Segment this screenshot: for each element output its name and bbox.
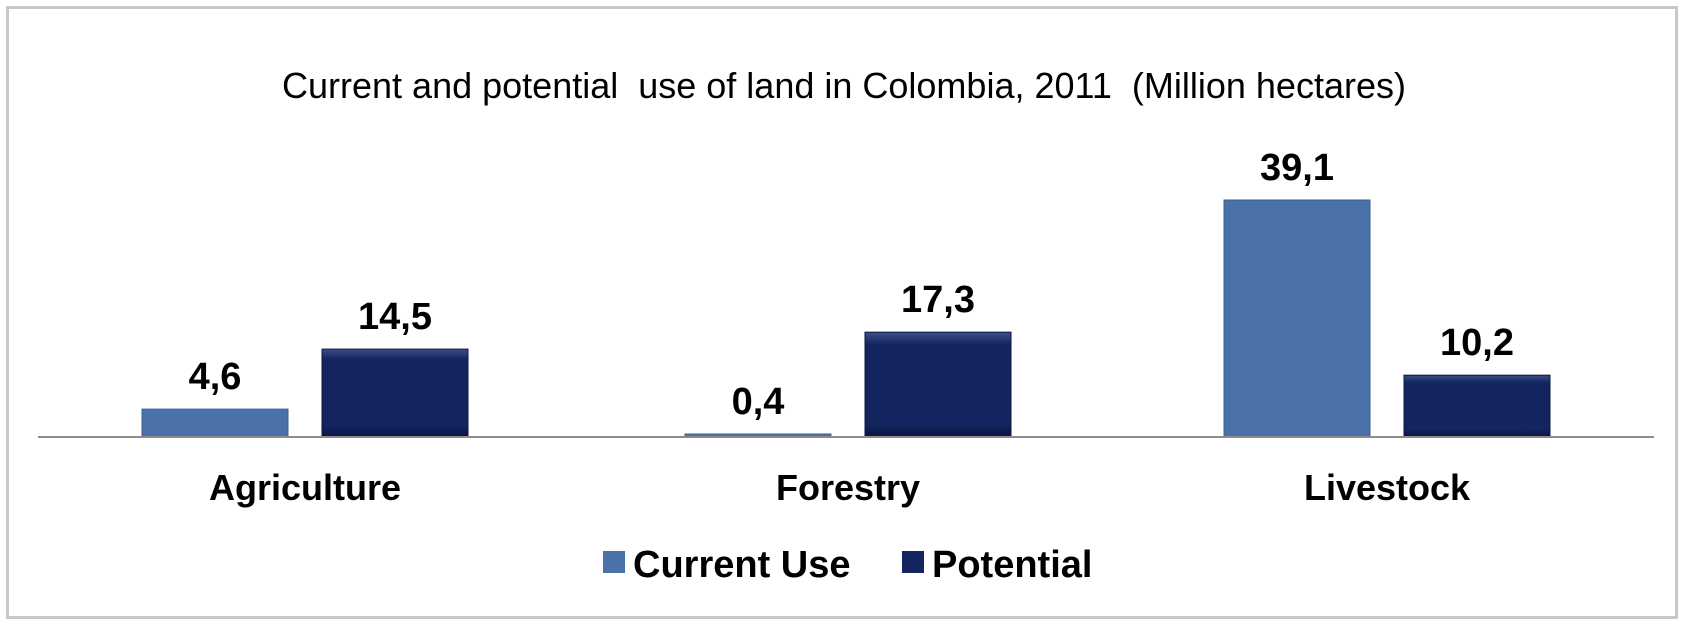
data-label-livestock-current-use: 39,1 xyxy=(1260,147,1334,189)
labels-layer: 4,6 14,5 Agriculture 0,4 17,3 Forestry 39,1 10,… xyxy=(189,147,1514,508)
category-label-agriculture: Agriculture xyxy=(209,467,401,508)
bar-agriculture-potential xyxy=(321,348,469,438)
category-label-forestry: Forestry xyxy=(776,467,920,508)
legend-label-current-use: Current Use xyxy=(633,544,851,586)
legend-swatch-current-use xyxy=(603,551,625,573)
legend-swatch-potential xyxy=(902,551,924,573)
bar-livestock-current-use xyxy=(1223,199,1371,438)
bar-agriculture-current-use xyxy=(141,408,289,438)
bar-livestock-potential xyxy=(1403,374,1551,438)
legend: Current Use Potential xyxy=(603,544,1092,586)
chart-frame xyxy=(6,6,1678,619)
bar-forestry-potential xyxy=(864,331,1012,438)
category-label-livestock: Livestock xyxy=(1304,467,1471,508)
legend-label-potential: Potential xyxy=(932,544,1092,586)
data-label-agriculture-current-use: 4,6 xyxy=(189,356,242,398)
data-label-forestry-potential: 17,3 xyxy=(901,279,975,321)
data-label-livestock-potential: 10,2 xyxy=(1440,322,1514,364)
data-label-agriculture-potential: 14,5 xyxy=(358,296,432,338)
data-label-forestry-current-use: 0,4 xyxy=(732,381,785,423)
chart-title: Current and potential use of land in Col… xyxy=(282,65,1406,106)
bars-layer xyxy=(141,199,1551,438)
